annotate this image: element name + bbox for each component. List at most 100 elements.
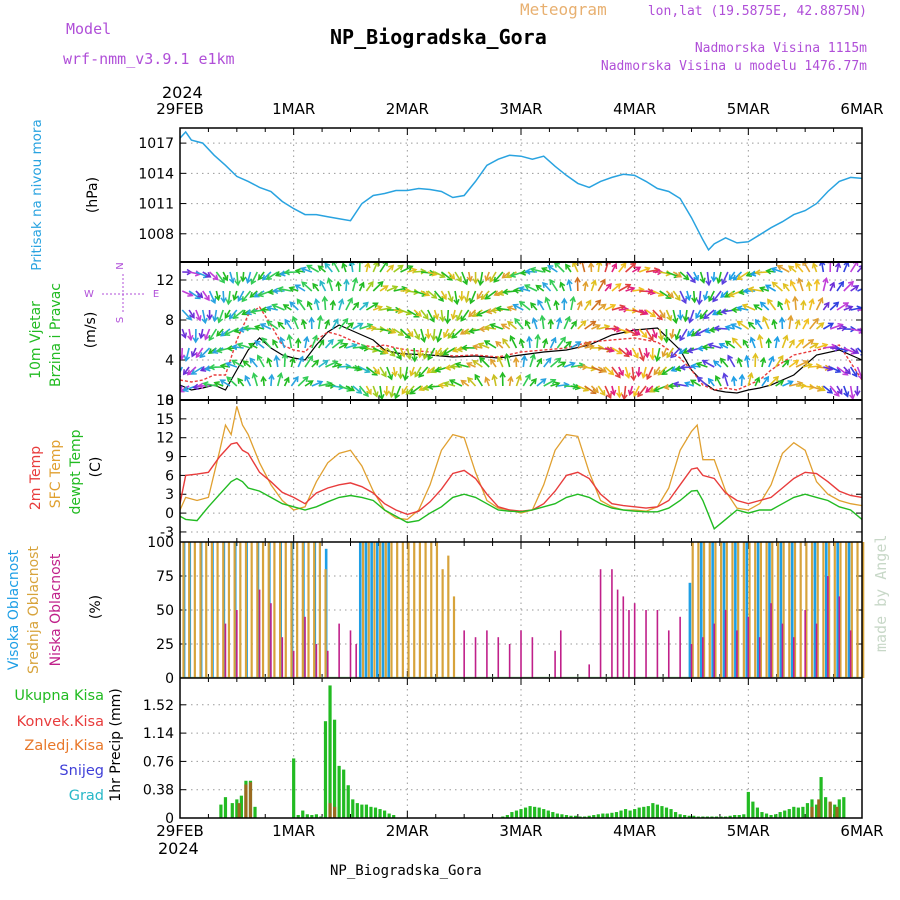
cloud-unit: (%) [88,595,104,619]
wind-arrow-head [382,285,389,291]
wind-arrow [249,290,258,298]
wind-arrow [208,290,216,304]
wind-arrow [788,339,795,349]
wind-arrow-head [736,305,743,312]
wind-arrow-head [418,371,425,378]
cloud-bar [793,637,795,678]
wind-arrow-head [342,317,349,325]
wind-arrow [201,309,207,323]
wind-arrow [345,344,357,349]
wind-arrow [715,375,722,387]
wind-arrow [227,290,231,304]
wind-arrow [420,309,429,320]
cloud-bar [486,630,488,678]
wind-arrow-head [442,349,449,356]
wind-arrow [195,347,204,358]
wind-arrow [288,335,293,349]
wind-arrow [790,280,797,292]
wind-arrow-head [654,355,661,363]
wind-arrow-head [265,305,273,312]
wind-arrow [434,290,444,302]
wind-arrow-head [415,310,422,317]
wind-arrow [307,301,313,311]
wind-arrow [507,306,517,311]
wind-arrow [233,309,245,319]
wind-arrow [765,284,777,292]
cloud-bar [452,596,456,678]
wind-arrow [768,356,774,368]
temperature-ytick-label: 0 [165,506,174,522]
wind-arrow [686,290,691,300]
wind-arrow-head [754,269,761,276]
wind-arrow [440,309,444,322]
wind-arrow-head [224,312,231,320]
wind-arrow [324,339,334,349]
wind-arrow-head [509,271,516,278]
wind-arrow [702,360,715,368]
wind-arrow [672,309,677,323]
wind-arrow [556,318,561,330]
precip-ytick-label: 1.52 [143,698,174,714]
wind-arrow-head [283,269,290,276]
wind-arrow [645,290,655,294]
wind-arrow-head [554,381,561,388]
wind-arrow-head [250,278,257,286]
wind-arrow [191,347,197,357]
wind-arrow [719,343,729,349]
wind-arrow-head [439,316,446,323]
wind-arrow [366,347,378,352]
precip-bar [664,807,669,818]
wind-arrow-head [661,369,668,376]
cloud-bar [463,630,465,678]
wind-arrow-head [351,277,359,284]
wind-arrow-head [608,369,615,376]
wind-arrow [645,385,654,393]
clouds-panel: 0 25 50 75 100 [147,535,865,687]
wind-arrow-head [231,359,238,366]
wind-arrow [427,347,436,360]
precip-bar [587,815,591,818]
wind-arrow-head [643,352,650,359]
wind-arrow-head [253,291,260,298]
wind-arrow-head [753,304,760,310]
wind-arrow [202,290,210,301]
precip-bar [519,809,523,818]
cloud-bar [768,542,771,678]
wind-arrow [519,301,531,311]
wind-arrow-head [240,276,247,283]
wind-arrow [618,347,630,357]
wind-arrow [611,263,617,273]
wind-arrow-head [234,280,241,287]
cloud-bar [725,542,728,678]
wind-arrow-head [296,298,303,305]
cloud-bar [828,542,831,678]
precip-bar [623,809,628,818]
wind-arrow-head [526,335,533,342]
wind-arrow [850,306,862,311]
wind-arrow-head [771,281,778,288]
wind-arrow-head [657,334,665,342]
precip-bar [678,814,682,818]
wind-arrow-head [840,324,848,332]
dewpt-temp-line [179,477,863,530]
cloud-bar [304,616,306,678]
wind-arrow [549,279,559,292]
cloud-bar [396,542,399,678]
wind-arrow [795,360,809,368]
wind-arrow [522,374,531,387]
wind-arrow-head [409,370,416,377]
wind-arrow [467,271,472,281]
wind-arrow [297,356,304,368]
wind-arrow-head [689,277,696,284]
wind-arrow [543,379,556,387]
cloud-bar [645,610,647,678]
wind-arrow [528,336,531,349]
wind-arrow-head [260,306,267,313]
precip-bar [742,814,746,818]
wind-arrow [372,306,382,311]
wind-arrow [290,358,295,368]
wind-arrow-head [472,278,479,285]
wind-arrow [449,379,463,387]
wind-arrow-head [420,336,427,343]
